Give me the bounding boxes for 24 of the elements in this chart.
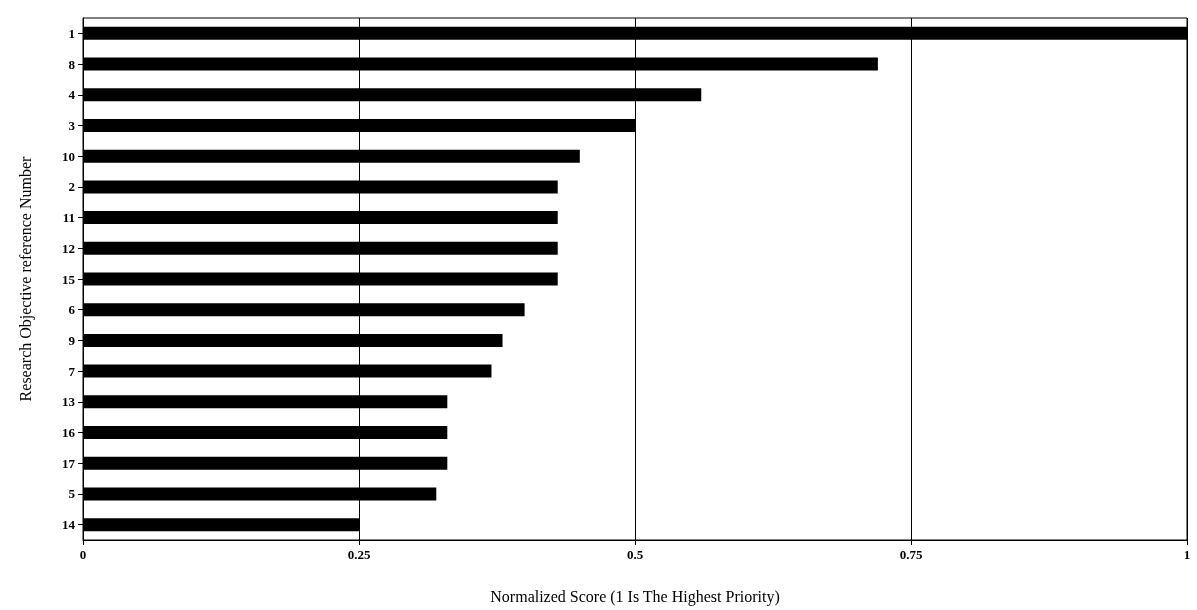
x-tick-label: 0 — [79, 547, 87, 562]
y-tick-label: 8 — [68, 56, 76, 72]
y-tick-label: 11 — [62, 210, 75, 226]
x-tick-label: 0.5 — [626, 547, 644, 562]
y-tick-label: 12 — [62, 240, 75, 256]
y-tick-label: 9 — [68, 332, 76, 348]
y-tick-label: 10 — [62, 148, 75, 164]
y-tick-label: 14 — [62, 517, 76, 533]
y-tick-label: 15 — [62, 271, 76, 287]
y-tick-label: 16 — [62, 425, 76, 441]
y-tick-label: 7 — [68, 363, 76, 379]
y-tick-label: 2 — [68, 179, 75, 195]
x-tick-label: 1 — [1183, 547, 1191, 562]
y-tick-label: 17 — [62, 455, 76, 471]
y-tick-label: 5 — [68, 486, 76, 502]
x-tick-label: 0.25 — [347, 547, 371, 562]
y-tick-label: 6 — [68, 302, 76, 318]
y-tick-label: 1 — [68, 25, 75, 41]
x-tick-label: 0.75 — [899, 547, 923, 562]
y-tick-label: 3 — [68, 117, 76, 133]
x-axis-title: Normalized Score (1 Is The Highest Priority) — [490, 587, 780, 606]
y-tick-label: 13 — [62, 394, 76, 410]
y-tick-label: 4 — [68, 87, 76, 103]
y-axis-title: Research Objective reference Number — [16, 155, 35, 402]
